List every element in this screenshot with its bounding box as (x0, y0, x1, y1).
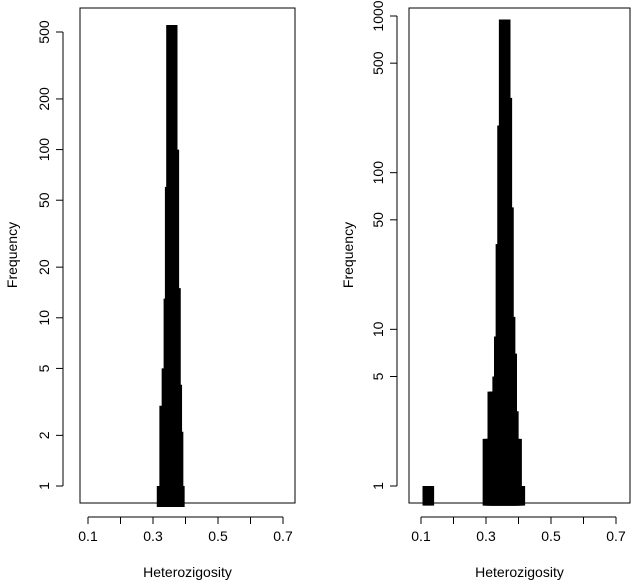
x-tick-label: 0.5 (541, 528, 561, 544)
y-tick-label: 50 (370, 212, 386, 228)
x-tick-label: 0.7 (273, 528, 293, 544)
x-tick-label: 0.1 (411, 528, 431, 544)
y-tick-label: 1000 (370, 0, 386, 31)
y-axis-title: Frequency (4, 222, 20, 288)
plot-frame (79, 7, 296, 504)
y-tick-label: 5 (36, 364, 52, 372)
x-tick-label: 0.1 (78, 528, 98, 544)
y-tick-label: 100 (370, 161, 386, 185)
histogram-panel-1: 1 2 5 10 20 50 100 200 500 0.1 0.3 0.5 0.7 Heterozigo… (4, 7, 296, 580)
y-tick-label: 500 (36, 20, 52, 44)
x-axis-title: Heterozigosity (475, 564, 564, 580)
y-tick-label: 5 (370, 372, 386, 380)
y-tick-label: 100 (36, 138, 52, 162)
y-tick-label: 10 (370, 321, 386, 337)
y-tick-label: 1 (36, 482, 52, 490)
y-axis-title: Frequency (340, 222, 356, 288)
x-tick-label: 0.3 (476, 528, 496, 544)
histogram-panel-2: 1 5 10 50 100 500 1000 0.1 0.3 0.5 0.7 Heterozigosi… (340, 0, 631, 580)
y-tick-label: 2 (36, 431, 52, 439)
y-tick-label: 50 (36, 192, 52, 208)
x-tick-label: 0.5 (208, 528, 228, 544)
x-axis-title: Heterozigosity (143, 564, 232, 580)
x-tick-label: 0.7 (606, 528, 626, 544)
y-tick-label: 1 (370, 482, 386, 490)
y-tick-label: 500 (370, 51, 386, 75)
plot-frame (408, 7, 631, 504)
x-tick-label: 0.3 (143, 528, 163, 544)
y-tick-label: 20 (36, 259, 52, 275)
y-tick-label: 200 (36, 87, 52, 111)
y-tick-label: 10 (36, 310, 52, 326)
